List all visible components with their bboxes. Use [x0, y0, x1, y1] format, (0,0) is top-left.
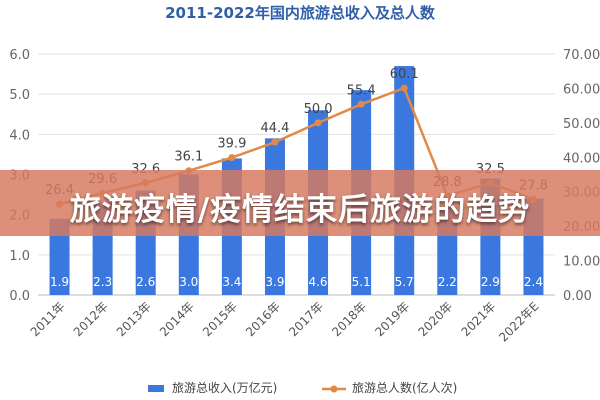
- x-tick-label: 2015年: [200, 299, 240, 339]
- y-right-tick-label: 50.00: [563, 117, 600, 132]
- line-value-label: 50.0: [304, 102, 333, 117]
- y-left-tick-label: 6.0: [9, 48, 30, 63]
- bar-value-label: 3.4: [222, 275, 241, 289]
- y-left-tick-label: 4.0: [9, 128, 30, 143]
- legend-swatch-point: [330, 385, 338, 393]
- line-point: [314, 119, 322, 127]
- legend-swatch-bar: [148, 385, 164, 392]
- x-tick-label: 2016年: [243, 299, 283, 339]
- x-tick-label: 2020年: [415, 299, 455, 339]
- bar-value-label: 2.6: [136, 275, 155, 289]
- bar-value-label: 2.9: [481, 275, 500, 289]
- bar-value-label: 1.9: [50, 275, 69, 289]
- overlay-banner: 旅游疫情/疫情结束后旅游的趋势: [0, 170, 600, 236]
- legend-label-bar: 旅游总收入(万亿元): [172, 380, 277, 395]
- bar: [49, 218, 70, 295]
- y-right-tick-label: 10.00: [563, 255, 600, 270]
- y-left-tick-label: 0.0: [9, 289, 30, 304]
- x-tick-label: 2012年: [71, 299, 111, 339]
- y-left-tick-label: 5.0: [9, 88, 30, 103]
- x-tick-label: 2013年: [114, 299, 154, 339]
- line-point: [357, 100, 365, 108]
- bar-value-label: 2.3: [93, 275, 112, 289]
- bar-value-label: 3.9: [265, 275, 284, 289]
- line-point: [400, 84, 408, 92]
- line-value-label: 36.1: [174, 150, 203, 165]
- bar-value-label: 2.4: [524, 275, 543, 289]
- line-value-label: 60.1: [390, 67, 419, 82]
- y-right-tick-label: 40.00: [563, 151, 600, 166]
- chart-title: 2011-2022年国内旅游总收入及总人数: [165, 4, 436, 22]
- line-value-label: 44.4: [260, 121, 289, 136]
- bar-value-label: 5.7: [395, 275, 414, 289]
- line-point: [228, 154, 236, 162]
- line-point: [271, 138, 279, 146]
- x-tick-label: 2014年: [157, 299, 197, 339]
- y-right-tick-label: 60.00: [563, 82, 600, 97]
- y-right-tick-label: 70.00: [563, 48, 600, 63]
- y-right-tick-label: 0.00: [563, 289, 592, 304]
- x-tick-label: 2021年: [459, 299, 499, 339]
- x-tick-label: 2022年E: [496, 299, 541, 344]
- legend-label-line: 旅游总人数(亿人次): [352, 380, 457, 395]
- x-tick-label: 2019年: [372, 299, 412, 339]
- banner-text: 旅游疫情/疫情结束后旅游的趋势: [69, 192, 531, 228]
- y-left-tick-label: 1.0: [9, 249, 30, 264]
- x-tick-label: 2018年: [329, 299, 369, 339]
- x-tick-label: 2011年: [28, 299, 68, 339]
- line-value-label: 39.9: [217, 137, 246, 152]
- line-value-label: 55.4: [347, 83, 376, 98]
- bar-value-label: 3.0: [179, 275, 198, 289]
- bar-value-label: 4.6: [308, 275, 327, 289]
- bar-value-label: 5.1: [352, 275, 371, 289]
- bar-value-label: 2.2: [438, 275, 457, 289]
- x-tick-label: 2017年: [286, 299, 326, 339]
